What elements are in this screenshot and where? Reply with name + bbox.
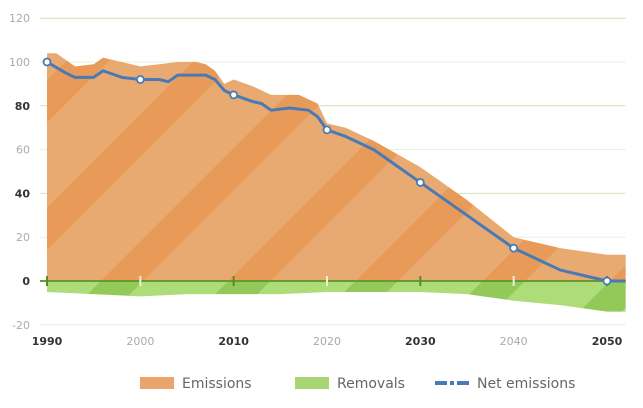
y-tick-label: 100 <box>9 56 30 69</box>
net-emissions-marker <box>415 178 425 187</box>
y-tick-label: 0 <box>22 275 30 288</box>
x-tick-label: 2040 <box>500 335 528 348</box>
legend-label: Removals <box>337 376 405 392</box>
legend-label: Net emissions <box>477 376 575 392</box>
x-tick-label: 2000 <box>126 335 154 348</box>
removals-area <box>47 281 626 312</box>
net-emissions-marker <box>602 276 612 286</box>
legend-label: Emissions <box>182 376 252 392</box>
y-tick-label: -20 <box>12 319 30 332</box>
x-tick-label: 2050 <box>592 335 623 348</box>
y-tick-label: 80 <box>15 100 31 113</box>
y-tick-label: 20 <box>16 231 30 244</box>
y-tick-label: 120 <box>9 12 30 25</box>
x-tick-label: 2010 <box>218 335 249 348</box>
net-emissions-marker <box>322 125 332 135</box>
net-emissions-marker <box>229 90 239 100</box>
net-emissions-marker <box>135 75 145 84</box>
x-tick-label: 2020 <box>313 335 341 348</box>
y-tick-label: 40 <box>15 187 31 200</box>
net-emissions-line <box>46 60 626 283</box>
legend-swatch-emissions <box>140 377 174 389</box>
emissions-area <box>47 53 626 281</box>
legend-swatch-removals <box>295 377 329 389</box>
y-tick-label: 60 <box>16 144 30 157</box>
x-tick-label: 1990 <box>32 335 63 348</box>
net-emissions-marker <box>42 57 52 67</box>
net-emissions-marker <box>509 243 519 253</box>
x-tick-label: 2030 <box>405 335 436 348</box>
